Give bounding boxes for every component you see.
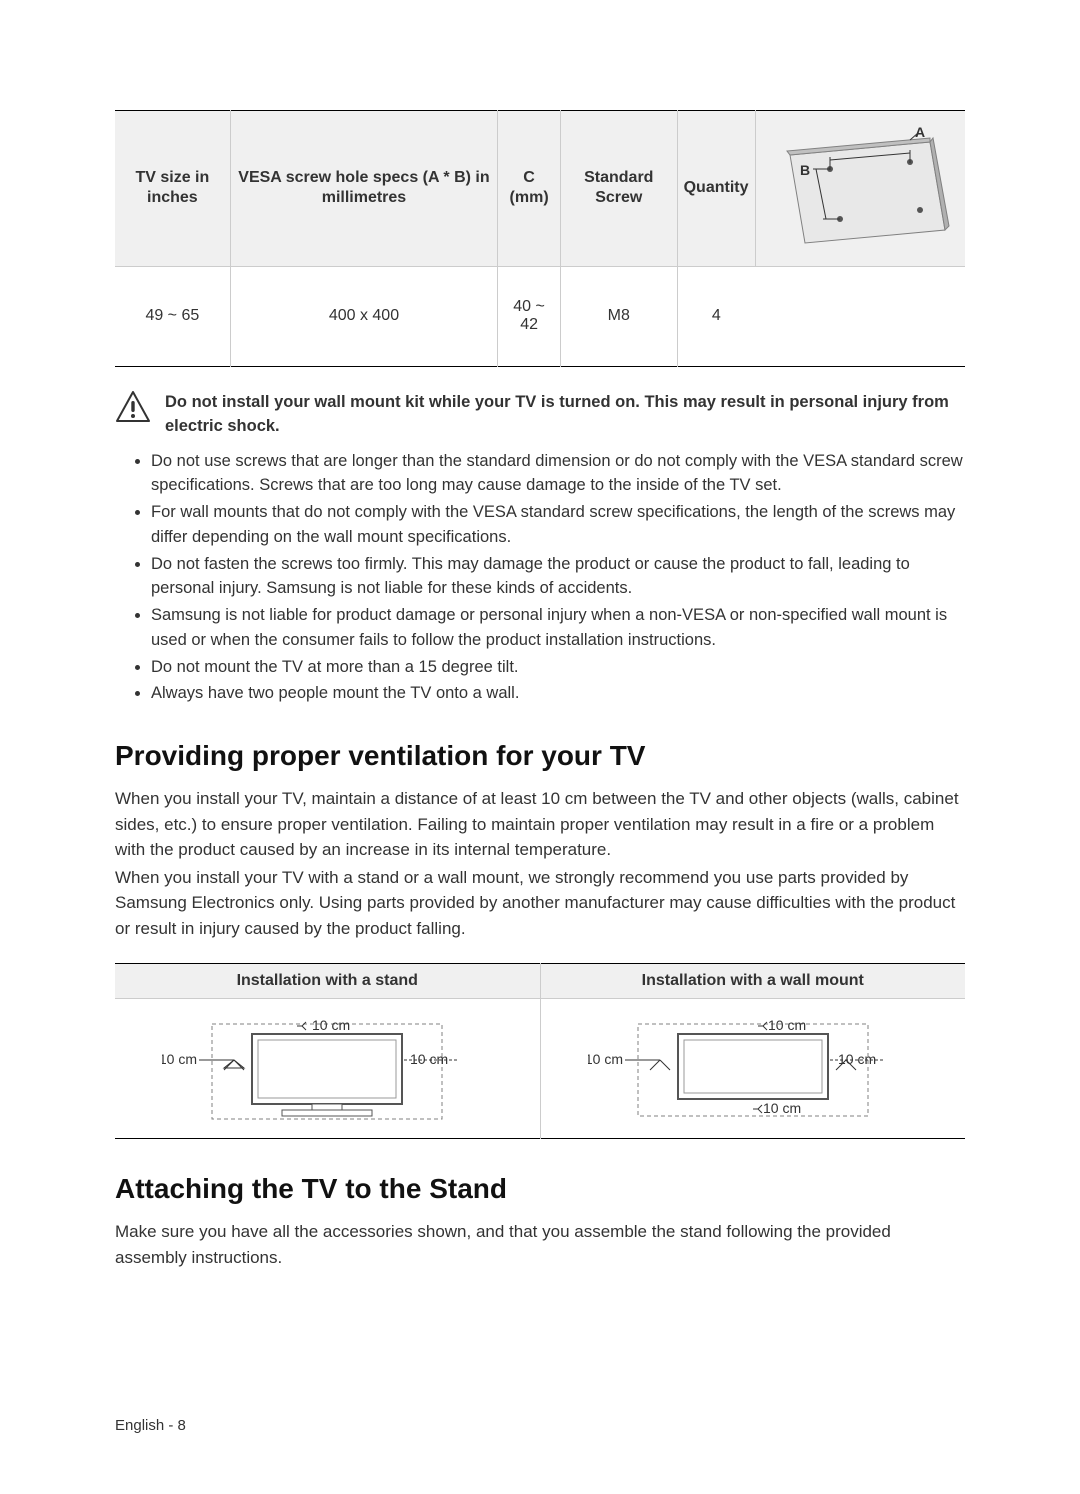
col-install-wallmount: Installation with a wall mount	[540, 964, 965, 999]
installation-table: Installation with a stand Installation w…	[115, 963, 965, 1139]
install-wallmount-icon: 10 cm 10 cm 10 cm 10 cm	[588, 1006, 918, 1126]
cell-qty: 4	[677, 266, 755, 366]
vesa-diagram-cell: A B	[755, 111, 965, 267]
install-stand-icon: 10 cm 10 cm 10 cm	[162, 1006, 492, 1126]
list-item: Always have two people mount the TV onto…	[151, 681, 965, 706]
table-header-row: Installation with a stand Installation w…	[115, 964, 965, 999]
col-std-screw: Standard Screw	[560, 111, 677, 267]
vesa-spec-table: TV size in inches VESA screw hole specs …	[115, 110, 965, 367]
vesa-diagram-icon: A B	[760, 115, 960, 255]
col-qty: Quantity	[677, 111, 755, 267]
attach-stand-heading: Attaching the TV to the Stand	[115, 1173, 965, 1205]
svg-text:10 cm: 10 cm	[312, 1017, 350, 1033]
ventilation-para-2: When you install your TV with a stand or…	[115, 865, 965, 942]
svg-text:10 cm: 10 cm	[838, 1051, 876, 1067]
safety-list: Do not use screws that are longer than t…	[115, 449, 965, 707]
label-b: B	[800, 162, 810, 178]
list-item: Do not fasten the screws too firmly. Thi…	[151, 552, 965, 602]
page-footer: English - 8	[115, 1417, 186, 1434]
table-header-row: TV size in inches VESA screw hole specs …	[115, 111, 965, 267]
col-vesa-specs: VESA screw hole specs (A * B) in millime…	[230, 111, 498, 267]
list-item: Do not mount the TV at more than a 15 de…	[151, 655, 965, 680]
cell-tv-size: 49 ~ 65	[115, 266, 230, 366]
warning-box: Do not install your wall mount kit while…	[115, 389, 965, 439]
table-row: 10 cm 10 cm 10 cm 10 cm	[115, 999, 965, 1139]
warning-icon	[115, 389, 151, 430]
warning-text: Do not install your wall mount kit while…	[165, 389, 965, 439]
col-c-mm: C (mm)	[498, 111, 561, 267]
diagram-wallmount-cell: 10 cm 10 cm 10 cm 10 cm	[540, 999, 965, 1139]
svg-text:10 cm: 10 cm	[763, 1100, 801, 1116]
ventilation-para-1: When you install your TV, maintain a dis…	[115, 786, 965, 863]
col-tv-size: TV size in inches	[115, 111, 230, 267]
svg-text:10 cm: 10 cm	[588, 1051, 623, 1067]
label-a: A	[915, 124, 925, 140]
cell-vesa-specs: 400 x 400	[230, 266, 498, 366]
table-row: 49 ~ 65 400 x 400 40 ~ 42 M8 4	[115, 266, 965, 366]
svg-text:10 cm: 10 cm	[162, 1051, 197, 1067]
svg-text:10 cm: 10 cm	[768, 1017, 806, 1033]
diagram-stand-cell: 10 cm 10 cm 10 cm	[115, 999, 540, 1139]
list-item: Samsung is not liable for product damage…	[151, 603, 965, 653]
list-item: Do not use screws that are longer than t…	[151, 449, 965, 499]
svg-text:10 cm: 10 cm	[410, 1051, 448, 1067]
cell-std-screw: M8	[560, 266, 677, 366]
cell-c-mm: 40 ~ 42	[498, 266, 561, 366]
attach-stand-para: Make sure you have all the accessories s…	[115, 1219, 965, 1270]
list-item: For wall mounts that do not comply with …	[151, 500, 965, 550]
col-install-stand: Installation with a stand	[115, 964, 540, 999]
ventilation-heading: Providing proper ventilation for your TV	[115, 740, 965, 772]
